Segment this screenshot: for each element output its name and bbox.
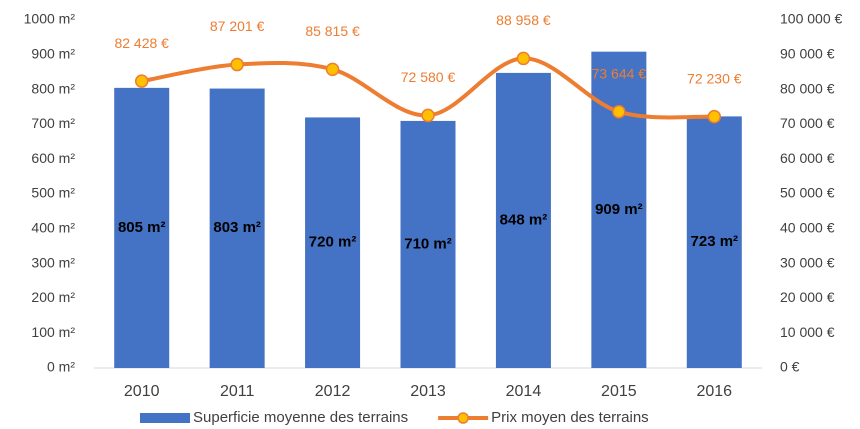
marker bbox=[516, 51, 531, 66]
y-tick-label: 500 m² bbox=[31, 185, 75, 201]
x-tick-label: 2013 bbox=[410, 383, 446, 400]
y2-tick-label: 100 000 € bbox=[780, 11, 842, 27]
legend-label: Prix moyen des terrains bbox=[491, 409, 649, 426]
legend-swatch bbox=[140, 413, 190, 423]
legend-marker bbox=[457, 412, 469, 424]
y-tick-label: 400 m² bbox=[31, 220, 75, 236]
y2-tick-label: 90 000 € bbox=[780, 46, 835, 62]
line-label: 88 958 € bbox=[496, 12, 551, 28]
x-tick-label: 2012 bbox=[315, 383, 351, 400]
y2-tick-label: 50 000 € bbox=[780, 185, 835, 201]
x-tick-label: 2010 bbox=[124, 383, 160, 400]
bar-label: 723 m² bbox=[691, 233, 739, 250]
x-tick-label: 2014 bbox=[506, 383, 542, 400]
x-tick-label: 2011 bbox=[220, 383, 255, 400]
y-tick-label: 800 m² bbox=[31, 80, 75, 96]
y2-tick-label: 30 000 € bbox=[780, 254, 835, 270]
y2-tick-label: 60 000 € bbox=[780, 150, 835, 166]
y2-tick-label: 40 000 € bbox=[780, 220, 835, 236]
bar-label: 848 m² bbox=[500, 211, 548, 228]
bar bbox=[400, 120, 456, 368]
bar-label: 803 m² bbox=[213, 219, 261, 236]
y2-tick-label: 10 000 € bbox=[780, 324, 835, 340]
marker bbox=[325, 62, 340, 77]
y-tick-label: 0 m² bbox=[47, 359, 75, 375]
marker bbox=[421, 108, 435, 123]
y2-tick-label: 80 000 € bbox=[780, 80, 835, 96]
bar-label: 909 m² bbox=[595, 201, 643, 218]
line-label: 73 644 € bbox=[592, 65, 647, 81]
y-tick-label: 1000 m² bbox=[24, 11, 76, 27]
line-label: 72 230 € bbox=[687, 70, 742, 86]
y-tick-label: 900 m² bbox=[31, 46, 75, 62]
x-tick-label: 2016 bbox=[696, 383, 732, 400]
marker bbox=[707, 109, 722, 124]
bar bbox=[495, 72, 551, 369]
y-tick-label: 600 m² bbox=[31, 150, 75, 166]
line-label: 72 580 € bbox=[401, 69, 456, 85]
bar bbox=[686, 116, 742, 369]
bar-label: 710 m² bbox=[404, 235, 452, 252]
marker bbox=[612, 104, 626, 119]
bar bbox=[209, 88, 265, 368]
marker bbox=[230, 57, 244, 72]
bar-label: 805 m² bbox=[118, 219, 166, 236]
y-tick-label: 700 m² bbox=[31, 115, 75, 131]
line-label: 85 815 € bbox=[305, 23, 360, 39]
line-label: 87 201 € bbox=[210, 18, 265, 34]
y-tick-label: 300 m² bbox=[31, 254, 75, 270]
legend-label: Superficie moyenne des terrains bbox=[193, 409, 408, 426]
bar bbox=[305, 117, 361, 368]
line-label: 82 428 € bbox=[114, 35, 169, 51]
y2-tick-label: 70 000 € bbox=[780, 115, 835, 131]
bar-label: 720 m² bbox=[309, 234, 357, 251]
bar bbox=[114, 87, 170, 369]
y2-tick-label: 20 000 € bbox=[780, 289, 835, 305]
x-tick-label: 2015 bbox=[601, 383, 637, 400]
y-tick-label: 100 m² bbox=[31, 324, 75, 340]
y2-tick-label: 0 € bbox=[780, 359, 800, 375]
y-tick-label: 200 m² bbox=[31, 289, 75, 305]
marker bbox=[134, 74, 149, 88]
